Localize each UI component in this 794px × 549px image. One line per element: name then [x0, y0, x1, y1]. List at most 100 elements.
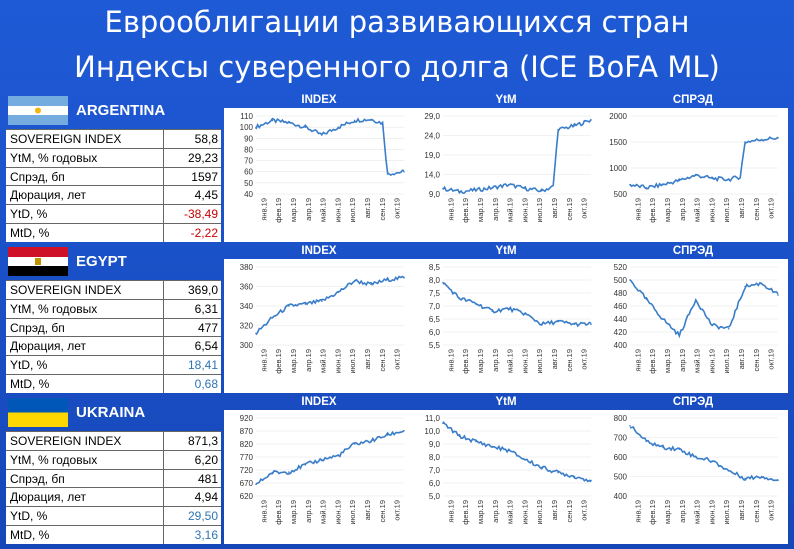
- x-tick-label: июл.19: [722, 500, 731, 524]
- chart-panel: 5,0 6,0 7,0 8,0 9,0 10,0 11,0 янв.19 фев.19 мар.1…: [411, 410, 601, 544]
- x-tick-label: май.19: [693, 198, 702, 222]
- x-tick-label: май.19: [319, 349, 328, 373]
- egypt-flag-icon: [8, 247, 68, 276]
- y-tick-label: 400: [614, 492, 628, 501]
- data-point: [557, 471, 559, 474]
- x-tick-label: май.19: [693, 349, 702, 373]
- data-point: [337, 291, 340, 294]
- y-tick-label: 320: [240, 322, 254, 331]
- chart-title: СПРЭД: [672, 245, 714, 257]
- data-point: [491, 186, 494, 189]
- x-tick-label: сен.19: [565, 500, 574, 523]
- data-point: [590, 479, 592, 482]
- data-point: [524, 313, 527, 315]
- chart-svg: 620 670 720 770 820 870 920 янв.19 фев.19 мар.19 а…: [240, 414, 405, 525]
- country-section-egypt: EGYPT SOVEREIGN INDEX 369,0 YtM, % годовых 6…: [0, 243, 794, 393]
- x-tick-label: июл.19: [535, 349, 544, 373]
- y-tick-label: 520: [614, 263, 628, 272]
- stat-row: Дюрация, лет 4,45: [6, 185, 222, 205]
- chart-panel: 40 50 60 70 80 90 100 110 янв.19 фев.19 мар.19 апр.…: [224, 108, 414, 242]
- series-line: [442, 421, 592, 483]
- stat-value: 4,45: [163, 186, 222, 205]
- data-point: [475, 302, 477, 305]
- y-tick-label: 500: [614, 190, 628, 199]
- data-point: [694, 456, 697, 458]
- series-line: [255, 275, 405, 336]
- y-tick-label: 50: [244, 179, 253, 188]
- chart-index: INDEX 40 50 60 70 80 90 100 110 янв.19 фев.19 мар.1…: [224, 92, 414, 242]
- x-tick-label: май.19: [506, 500, 515, 524]
- y-tick-label: 670: [240, 479, 254, 488]
- stat-row: YtD, % 18,41: [6, 355, 222, 375]
- x-tick-label: окт.19: [393, 349, 402, 370]
- x-tick-label: окт.19: [393, 198, 402, 219]
- x-tick-label: авг.19: [363, 349, 372, 369]
- data-point: [645, 440, 648, 443]
- data-point: [590, 323, 592, 325]
- data-point: [590, 119, 592, 121]
- chart-panel: 5,5 6,0 6,5 7,0 7,5 8,0 8,5 янв.19 фев.19 мар.19 а…: [411, 259, 601, 393]
- data-point: [353, 119, 356, 122]
- x-tick-label: мар.19: [289, 500, 298, 524]
- data-point: [507, 449, 510, 452]
- stat-row: SOVEREIGN INDEX 871,3: [6, 431, 221, 450]
- series-line: [255, 117, 405, 177]
- stat-row: MtD, % 3,16: [6, 525, 221, 544]
- stat-value: 29,50: [163, 507, 222, 526]
- x-tick-label: янв.19: [446, 198, 455, 221]
- country-name: ARGENTINA: [76, 102, 166, 119]
- x-tick-label: июл.19: [722, 198, 731, 222]
- chart-ytm: YtM 9,0 14,0 19,0 24,0 29,0 янв.19 фев.19 мар.19…: [411, 92, 601, 242]
- y-tick-label: 40: [244, 190, 253, 199]
- data-point: [442, 187, 444, 190]
- data-point: [694, 174, 697, 177]
- stat-row: Спрэд, бп 1597: [6, 166, 221, 186]
- stats-table: EGYPT SOVEREIGN INDEX 369,0 YtM, % годовых 6…: [6, 243, 221, 393]
- x-tick-label: сен.19: [752, 500, 761, 523]
- x-tick-label: авг.19: [363, 198, 372, 218]
- data-point: [777, 294, 779, 296]
- x-tick-label: июн.19: [707, 500, 716, 524]
- data-point: [573, 323, 576, 325]
- chart-svg: 5,5 6,0 6,5 7,0 7,5 8,0 8,5 янв.19 фев.19 мар.19 а…: [429, 263, 592, 374]
- data-point: [711, 324, 714, 327]
- data-point: [491, 445, 494, 448]
- x-tick-label: окт.19: [580, 198, 589, 219]
- x-tick-label: апр.19: [491, 349, 500, 372]
- series-line: [629, 426, 779, 482]
- stat-value: 18,41: [163, 356, 222, 375]
- x-tick-label: окт.19: [393, 500, 402, 521]
- data-point: [475, 440, 477, 443]
- data-point: [727, 178, 730, 181]
- stat-value: 3,16: [163, 526, 222, 544]
- data-point: [744, 285, 746, 288]
- data-point: [255, 126, 257, 128]
- y-tick-label: 7,5: [429, 289, 441, 298]
- y-tick-label: 500: [614, 276, 628, 285]
- data-point: [711, 177, 714, 180]
- y-tick-label: 920: [240, 414, 254, 423]
- data-point: [386, 173, 389, 175]
- series-line: [442, 119, 592, 195]
- x-tick-label: авг.19: [737, 349, 746, 369]
- x-tick-label: фев.19: [461, 500, 470, 525]
- y-tick-label: 340: [240, 302, 254, 311]
- stat-value: 6,31: [163, 299, 222, 318]
- data-point: [777, 137, 779, 139]
- x-tick-label: апр.19: [304, 500, 313, 523]
- data-point: [320, 300, 323, 302]
- series-line: [629, 136, 779, 190]
- x-tick-label: фев.19: [274, 500, 283, 525]
- x-tick-label: мар.19: [476, 349, 485, 373]
- stat-label: MtD, %: [10, 226, 50, 240]
- x-tick-label: май.19: [319, 198, 328, 222]
- stat-row: Спрэд, бп 481: [6, 468, 221, 488]
- x-tick-label: мар.19: [663, 349, 672, 373]
- data-point: [353, 443, 356, 445]
- x-tick-label: сен.19: [378, 349, 387, 372]
- stat-row: SOVEREIGN INDEX 58,8: [6, 129, 221, 148]
- data-point: [304, 126, 307, 128]
- y-tick-label: 360: [240, 283, 254, 292]
- data-point: [255, 483, 257, 486]
- stat-value: -2,22: [163, 224, 222, 242]
